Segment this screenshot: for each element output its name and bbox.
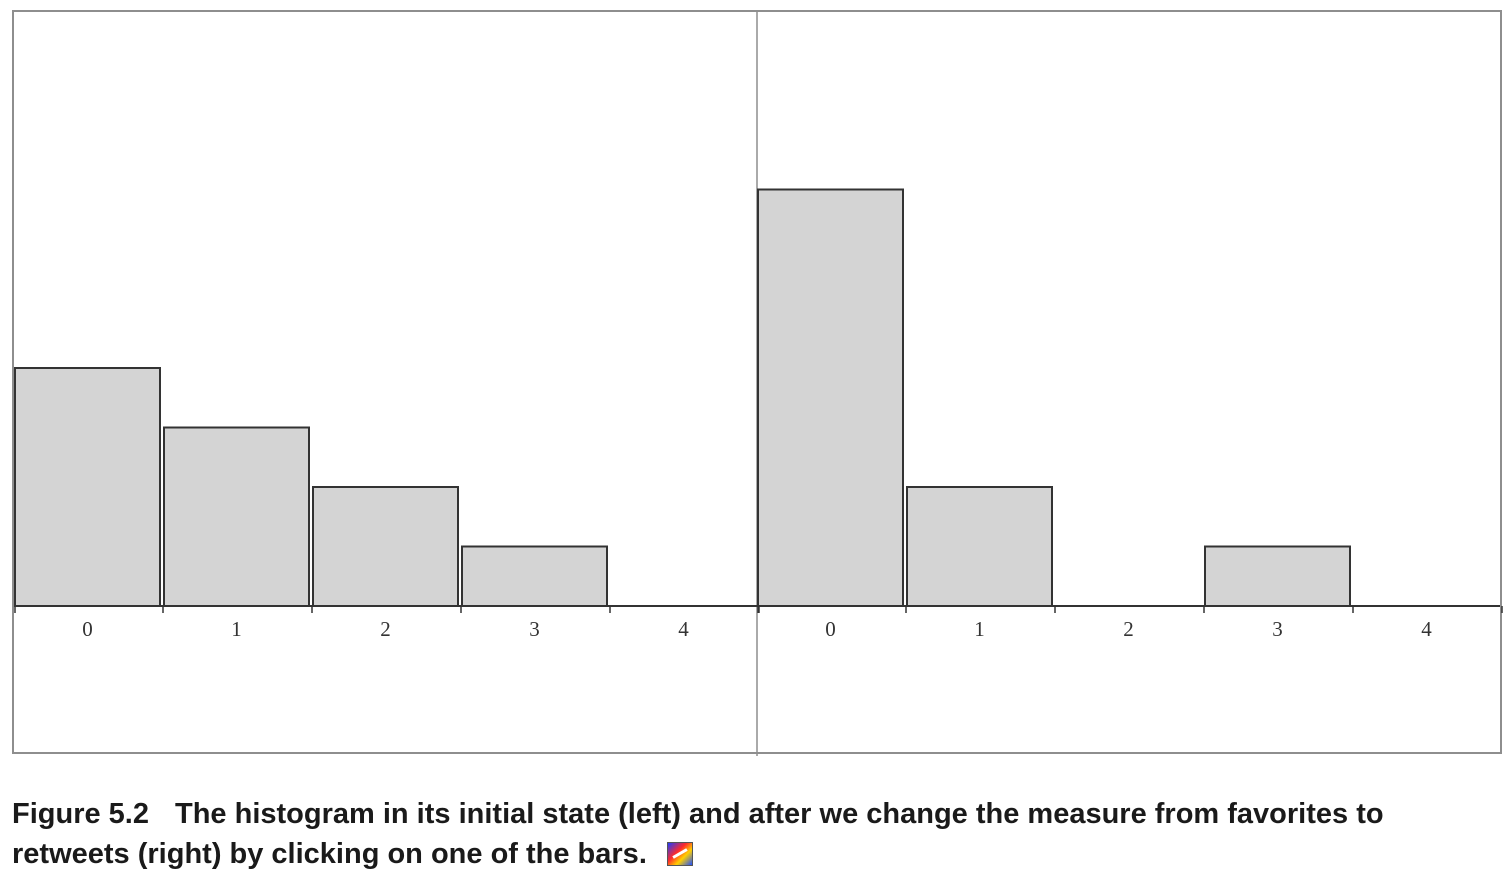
histogram-right: 0 1 2 3 4 [757, 188, 1503, 641]
x-tick-label: 4 [1421, 617, 1432, 641]
x-tick-label: 2 [380, 617, 391, 641]
figure-caption-text: The histogram in its initial state (left… [12, 798, 1384, 870]
figure-label: Figure 5.2 [12, 798, 149, 830]
histogram-bar[interactable] [312, 486, 459, 607]
x-tick-label: 4 [678, 617, 689, 641]
histogram-bar[interactable] [163, 426, 310, 607]
x-tick-label: 0 [825, 617, 836, 641]
colorful-thumbnail-icon[interactable] [666, 842, 693, 866]
x-tick-label: 3 [529, 617, 540, 641]
x-tick-label: 2 [1123, 617, 1134, 641]
x-tick-label: 1 [974, 617, 985, 641]
figure-caption: Figure 5.2 The histogram in its initial s… [12, 794, 1492, 874]
histogram-bar[interactable] [1204, 545, 1351, 607]
histogram-bar[interactable] [14, 367, 161, 607]
x-tick-label: 1 [231, 617, 242, 641]
x-tick-label: 3 [1272, 617, 1283, 641]
histogram-left: 0 1 2 3 4 [14, 367, 760, 641]
histogram-charts: 0 1 2 3 4 0 1 2 3 4 [14, 12, 1503, 756]
histogram-bar[interactable] [906, 486, 1053, 607]
histogram-bar[interactable] [461, 545, 608, 607]
figure-frame: 0 1 2 3 4 0 1 2 3 4 [12, 10, 1503, 756]
x-tick-label: 0 [82, 617, 93, 641]
histogram-bar[interactable] [757, 188, 904, 607]
